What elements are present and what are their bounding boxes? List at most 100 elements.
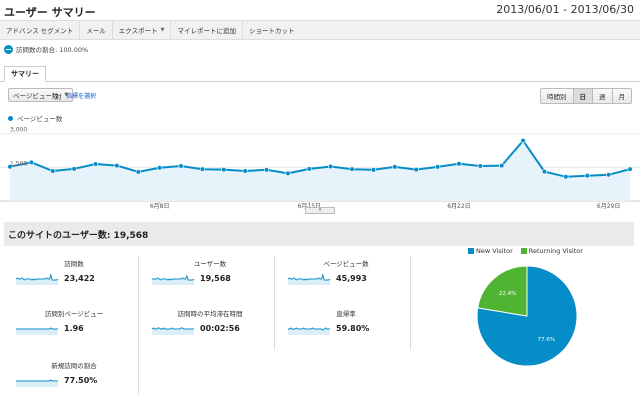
shortcut-button[interactable]: ショートカット xyxy=(248,27,295,35)
timescale-toggle: 時間別 日 週 月 xyxy=(540,88,632,104)
metric-value: 19,568 xyxy=(200,274,231,283)
x-tick-label: 6月8日 xyxy=(150,203,170,209)
divider xyxy=(274,256,275,350)
data-point[interactable] xyxy=(328,163,334,170)
timescale-week-button[interactable]: 週 xyxy=(593,89,613,103)
caret-down-icon: ▼ xyxy=(160,27,165,33)
legend-item-new-visitor: New Visitor xyxy=(468,247,513,255)
data-point[interactable] xyxy=(285,170,291,177)
data-point[interactable] xyxy=(563,174,569,180)
data-point[interactable] xyxy=(199,166,206,172)
divider xyxy=(410,256,411,350)
timescale-hourly-button[interactable]: 時間別 xyxy=(541,89,574,103)
metric-value: 23,422 xyxy=(64,274,95,283)
email-button[interactable]: メール xyxy=(80,21,113,39)
data-point[interactable] xyxy=(28,159,34,166)
pageviews-line-chart: 3,000 1,500 6月8日 6月15日 6月22日 6月29日 xyxy=(0,127,640,209)
y-tick-label: 1,500 xyxy=(10,160,27,167)
tab-divider xyxy=(0,81,640,82)
data-point[interactable] xyxy=(434,164,441,170)
chart-scroll-handle[interactable]: ▾ xyxy=(305,207,335,214)
data-point[interactable] xyxy=(413,167,419,173)
metric-card: 直帰率 59.80% xyxy=(286,308,406,354)
metric-value: 1.96 xyxy=(64,324,84,333)
sparkline xyxy=(151,327,194,335)
segment-label: 訪問数の割合: 100.00% xyxy=(16,46,89,54)
series-line xyxy=(9,139,631,178)
metric-card: ページビュー数 45,993 xyxy=(286,258,406,304)
metric-label: 訪問時の平均滞在時間 xyxy=(177,310,243,318)
data-point[interactable] xyxy=(584,173,590,179)
add-to-dashboard-button[interactable]: マイレポートに追加 xyxy=(171,21,243,39)
divider xyxy=(138,256,139,394)
timescale-day-button[interactable]: 日 xyxy=(573,89,593,103)
sparkline xyxy=(16,379,58,387)
data-point[interactable] xyxy=(306,166,312,172)
toolbar: アドバンス セグメント メール エクスポート ▼ マイレポートに追加 ショートカッ… xyxy=(0,20,640,40)
data-point[interactable] xyxy=(627,166,633,172)
metric-value: 59.80% xyxy=(336,324,370,333)
pie-slice-label: 77.6% xyxy=(538,337,555,343)
legend-item-returning-visitor: Returning Visitor xyxy=(520,247,583,255)
data-point[interactable] xyxy=(499,162,505,169)
segment-indicator: 訪問数の割合: 100.00% xyxy=(4,44,88,54)
x-tick-label: 6月22日 xyxy=(447,203,470,209)
metric-card: 訪問数 23,422 xyxy=(14,258,134,304)
data-point[interactable] xyxy=(456,161,462,167)
data-point[interactable] xyxy=(92,161,99,167)
data-point[interactable] xyxy=(263,167,270,173)
caret-down-icon: ▼ xyxy=(64,92,69,98)
page-title: ユーザー サマリー xyxy=(4,6,96,19)
swatch-icon xyxy=(520,248,527,254)
data-point[interactable] xyxy=(7,164,13,170)
data-point[interactable] xyxy=(50,168,56,174)
date-range-picker[interactable]: 2013/06/01 - 2013/06/30 xyxy=(496,3,634,16)
metric-value: 00:02:56 xyxy=(200,324,240,333)
data-point[interactable] xyxy=(477,163,483,169)
visitor-pie-chart: 77.6% 22.4% xyxy=(476,265,578,367)
timescale-month-button[interactable]: 月 xyxy=(612,89,631,103)
pie-slice-returning-visitor[interactable] xyxy=(477,265,528,317)
data-point[interactable] xyxy=(541,169,548,175)
legend-dot-icon xyxy=(8,115,13,121)
metric-card: 訪問時の平均滞在時間 00:02:56 xyxy=(150,308,270,354)
users-summary-header: このサイトのユーザー数: 19,568 xyxy=(4,222,634,246)
metric-card: 訪問別ページビュー 1.96 xyxy=(14,308,134,354)
chart-legend: ページビュー数 xyxy=(8,113,62,123)
data-point[interactable] xyxy=(114,162,120,169)
metric-card: 新規訪問の割合 77.50% xyxy=(14,360,134,402)
data-point[interactable] xyxy=(370,167,377,173)
data-point[interactable] xyxy=(520,138,526,144)
data-point[interactable] xyxy=(178,163,184,169)
data-point[interactable] xyxy=(221,167,227,173)
metric-value: 77.50% xyxy=(64,376,98,385)
data-point[interactable] xyxy=(135,169,141,175)
metric-dropdown[interactable]: ページビュー数 ▼ xyxy=(8,88,74,102)
pie-slice-label: 22.4% xyxy=(499,291,516,297)
sparkline xyxy=(287,273,331,285)
advanced-segment-button[interactable]: アドバンス セグメント xyxy=(0,21,81,39)
metric-card: ユーザー数 19,568 xyxy=(150,258,270,304)
swatch-icon xyxy=(468,248,474,254)
select-metric-link[interactable]: 指標を選択 xyxy=(66,93,97,100)
metric-label: 新規訪問の割合 xyxy=(51,362,97,370)
data-point[interactable] xyxy=(606,172,612,178)
data-point[interactable] xyxy=(242,168,248,174)
sparkline xyxy=(15,273,59,285)
pie-legend: New Visitor Returning Visitor xyxy=(468,247,583,255)
data-point[interactable] xyxy=(392,164,398,170)
x-tick-label: 6月15日 xyxy=(298,203,321,209)
data-point[interactable] xyxy=(349,166,355,172)
tab-summary[interactable]: サマリー xyxy=(4,66,46,82)
metric-label: ユーザー数 xyxy=(193,260,227,268)
y-tick-label: 3,000 xyxy=(10,127,27,134)
sparkline xyxy=(288,327,330,335)
export-button[interactable]: エクスポート ▼ xyxy=(113,21,172,39)
metric-value: 45,993 xyxy=(336,274,367,283)
sparkline xyxy=(152,274,195,285)
sparkline xyxy=(16,327,58,335)
data-point[interactable] xyxy=(157,165,163,171)
metric-label: 直帰率 xyxy=(336,310,356,318)
series-area xyxy=(10,140,630,201)
data-point[interactable] xyxy=(71,166,77,172)
